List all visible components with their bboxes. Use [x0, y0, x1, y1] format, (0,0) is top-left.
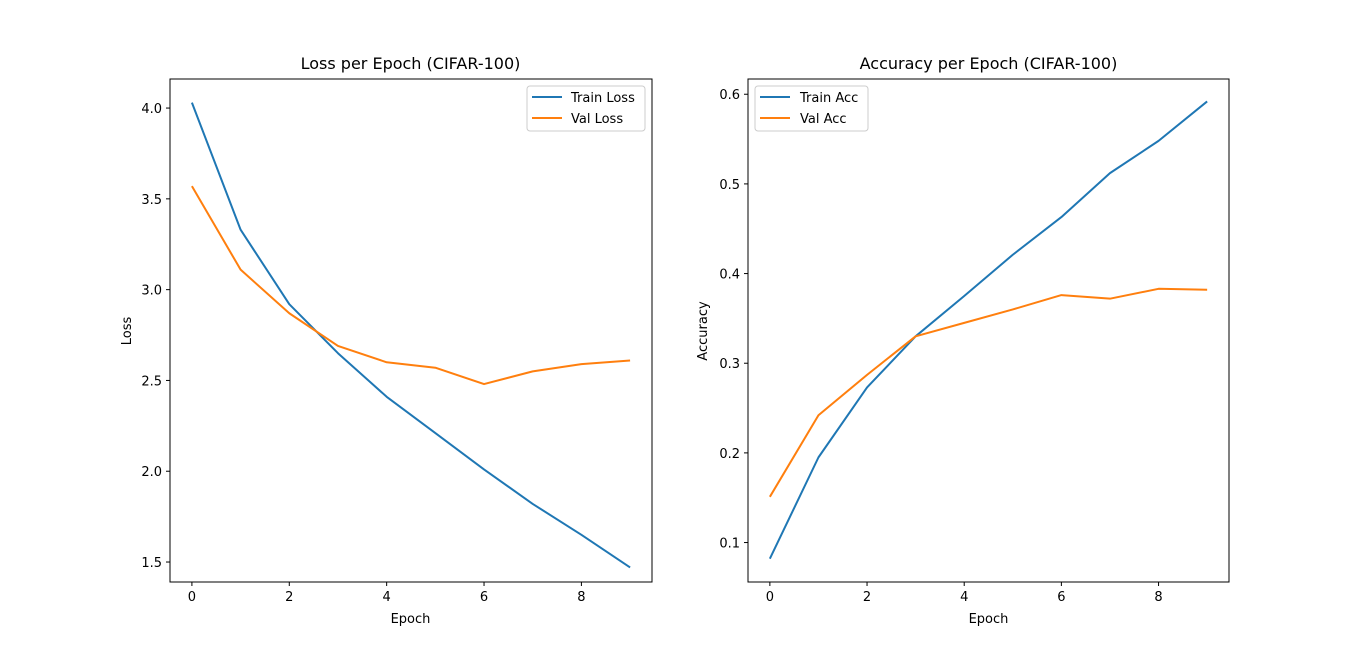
accuracy-ytick-label-0: 0.1: [719, 537, 740, 552]
loss-ytick-label-2: 2.5: [141, 374, 162, 389]
accuracy-chart-title: Accuracy per Epoch (CIFAR-100): [860, 54, 1118, 73]
accuracy-xtick-label-2: 4: [960, 590, 968, 605]
loss-chart-ylabel: Loss: [120, 317, 135, 346]
loss-chart-title: Loss per Epoch (CIFAR-100): [301, 54, 521, 73]
loss-series-train-loss: [190, 102, 631, 569]
accuracy-ytick-label-3: 0.4: [719, 268, 740, 283]
accuracy-chart-ylabel: Accuracy: [696, 301, 711, 361]
accuracy-xtick-label-3: 6: [1057, 590, 1065, 605]
loss-xtick-label-2: 4: [383, 590, 391, 605]
accuracy-chart-ticks: 0 2 4 6 8 0.1 0.2 0.3 0.4 0.5 0.6: [719, 88, 1162, 605]
accuracy-chart-legend: Train Acc Val Acc: [754, 85, 869, 132]
loss-legend-label-train: Train Loss: [570, 91, 635, 106]
accuracy-chart-frame: [747, 78, 1230, 583]
accuracy-series-val-acc: [769, 287, 1208, 498]
loss-chart-lines: [190, 102, 631, 569]
accuracy-xtick-label-1: 2: [863, 590, 871, 605]
loss-ytick-label-3: 3.0: [141, 284, 162, 299]
accuracy-ytick-label-1: 0.2: [719, 447, 740, 462]
loss-xtick-label-1: 2: [285, 590, 293, 605]
accuracy-chart-lines: [768, 100, 1208, 560]
accuracy-chart-xlabel: Epoch: [969, 612, 1009, 627]
loss-chart-frame: [169, 78, 653, 583]
accuracy-legend-label-train: Train Acc: [799, 91, 858, 106]
accuracy-ytick-label-4: 0.5: [719, 178, 740, 193]
accuracy-ytick-label-2: 0.3: [719, 357, 740, 372]
loss-xtick-label-0: 0: [188, 590, 196, 605]
loss-ytick-label-1: 2.0: [141, 465, 162, 480]
loss-xtick-label-4: 8: [577, 590, 585, 605]
accuracy-xtick-label-0: 0: [766, 590, 774, 605]
accuracy-legend-label-val: Val Acc: [800, 112, 847, 127]
accuracy-chart: Accuracy per Epoch (CIFAR-100) Epoch Acc…: [696, 54, 1230, 627]
loss-ytick-label-5: 4.0: [141, 102, 162, 117]
loss-chart-legend: Train Loss Val Loss: [526, 85, 646, 132]
loss-legend-label-val: Val Loss: [571, 112, 623, 127]
loss-series-val-loss: [191, 185, 631, 386]
loss-chart-xlabel: Epoch: [391, 612, 431, 627]
loss-xtick-label-3: 6: [480, 590, 488, 605]
accuracy-xtick-label-4: 8: [1154, 590, 1162, 605]
loss-ytick-label-0: 1.5: [141, 556, 162, 571]
loss-chart: Loss per Epoch (CIFAR-100) Epoch Loss 0 2…: [120, 54, 653, 627]
accuracy-ytick-label-5: 0.6: [719, 88, 740, 103]
loss-ytick-label-4: 3.5: [141, 193, 162, 208]
accuracy-series-train-acc: [768, 100, 1208, 560]
loss-chart-ticks: 0 2 4 6 8 1.5 2.0 2.5 3.0 3.5 4.0: [141, 102, 585, 605]
